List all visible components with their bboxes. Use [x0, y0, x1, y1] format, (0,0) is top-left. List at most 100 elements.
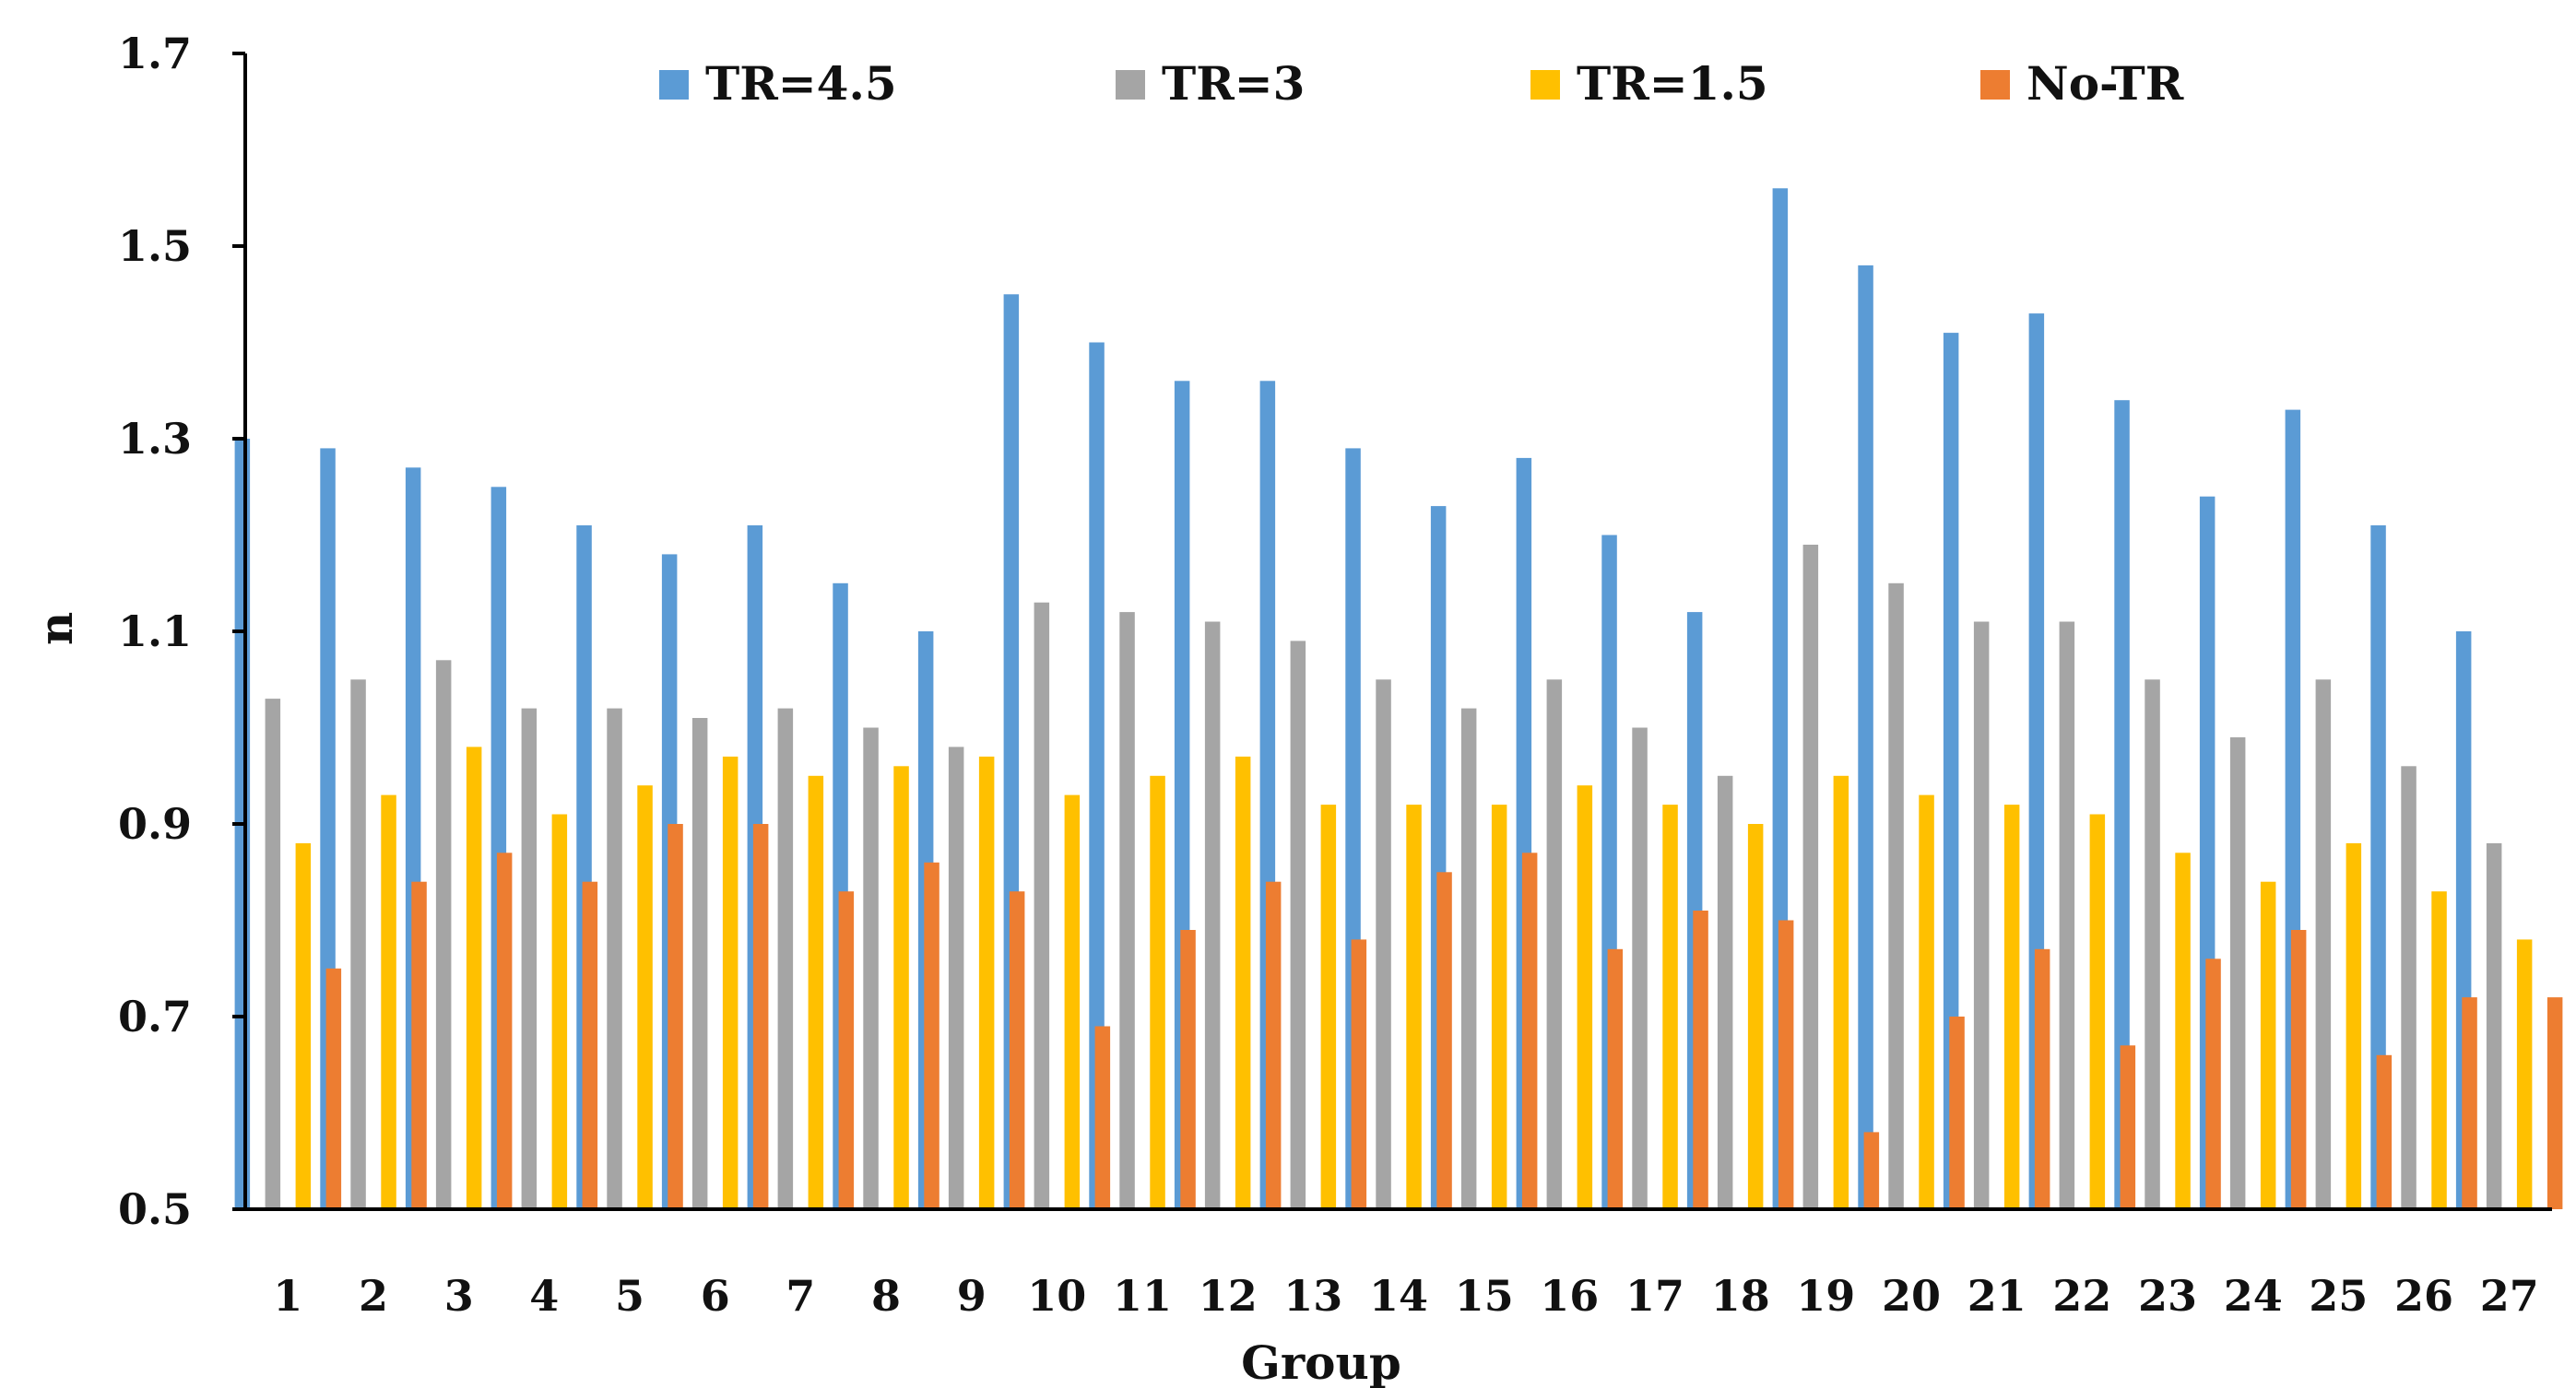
legend-label: TR=3 — [1162, 56, 1305, 111]
y-tick-label: 0.5 — [118, 1184, 192, 1234]
bars-layer — [234, 188, 2563, 1210]
bar-tr-1-5-group-20 — [1919, 794, 1934, 1209]
x-tick-label: 15 — [1455, 1271, 1514, 1321]
bar-tr-3-group-2 — [350, 679, 366, 1210]
bar-tr-3-group-19 — [1802, 545, 1819, 1209]
x-tick-label: 11 — [1113, 1271, 1172, 1321]
bar-tr-1-5-group-7 — [808, 775, 824, 1210]
bar-tr-3-group-26 — [2401, 766, 2416, 1209]
bar-tr-4-5-group-21 — [1943, 333, 1959, 1210]
ticks-layer: 0.50.70.91.11.31.51.71 2 3 4 5 6 7 8 9 10 11 12 13 14… — [118, 29, 2539, 1321]
y-tick-label: 0.7 — [118, 992, 192, 1041]
x-tick-label: 22 — [2052, 1271, 2111, 1321]
bar-tr-3-group-9 — [948, 747, 964, 1209]
bar-no-tr-group-25 — [2376, 1054, 2393, 1209]
x-tick-label: 23 — [2138, 1271, 2197, 1321]
bar-tr-3-group-1 — [265, 699, 281, 1209]
bar-tr-3-group-27 — [2486, 842, 2502, 1209]
bar-tr-3-group-21 — [1973, 621, 1990, 1209]
bar-tr-3-group-3 — [435, 660, 452, 1209]
bar-tr-1-5-group-19 — [1833, 775, 1849, 1210]
y-tick-label: 0.9 — [118, 799, 192, 849]
x-tick-label: 24 — [2224, 1271, 2283, 1321]
bar-no-tr-group-1 — [325, 968, 342, 1210]
bar-tr-3-group-8 — [863, 727, 879, 1209]
x-tick-label: 25 — [2309, 1271, 2368, 1321]
bar-no-tr-group-6 — [752, 824, 769, 1209]
bar-tr-1-5-group-3 — [466, 747, 482, 1209]
bar-tr-1-5-group-6 — [722, 756, 739, 1209]
x-tick-label: 26 — [2394, 1271, 2453, 1321]
y-tick-label: 1.7 — [118, 29, 192, 78]
bar-tr-1-5-group-25 — [2346, 842, 2362, 1209]
bar-no-tr-group-5 — [668, 824, 683, 1209]
bar-tr-4-5-group-11 — [1089, 342, 1105, 1209]
x-tick-label: 14 — [1369, 1271, 1428, 1321]
bar-no-tr-group-16 — [1607, 948, 1624, 1209]
x-tick-label: 10 — [1027, 1271, 1086, 1321]
bar-tr-1-5-group-13 — [1320, 805, 1337, 1209]
bar-tr-4-5-group-20 — [1858, 265, 1873, 1209]
x-tick-label: 8 — [871, 1271, 901, 1321]
bar-tr-3-group-15 — [1460, 708, 1477, 1209]
bar-tr-1-5-group-22 — [2089, 814, 2106, 1209]
x-tick-label: 17 — [1625, 1271, 1684, 1321]
x-tick-label: 20 — [1882, 1271, 1941, 1321]
bar-tr-1-5-group-18 — [1747, 824, 1764, 1209]
bar-no-tr-group-27 — [2546, 997, 2563, 1209]
y-tick-label: 1.1 — [118, 606, 192, 656]
bar-tr-3-group-22 — [2059, 621, 2075, 1209]
x-tick-label: 4 — [529, 1271, 559, 1321]
x-tick-label: 13 — [1283, 1271, 1342, 1321]
bar-tr-3-group-4 — [521, 708, 538, 1209]
x-tick-label: 1 — [273, 1271, 302, 1321]
bar-tr-1-5-group-23 — [2175, 853, 2191, 1209]
bar-tr-3-group-24 — [2229, 737, 2246, 1209]
bar-tr-3-group-7 — [777, 708, 794, 1209]
bar-tr-3-group-5 — [607, 708, 622, 1209]
bar-tr-1-5-group-10 — [1064, 794, 1081, 1209]
bar-no-tr-group-9 — [1009, 891, 1025, 1209]
bar-no-tr-group-7 — [838, 891, 855, 1209]
bar-tr-1-5-group-1 — [295, 842, 312, 1209]
bar-no-tr-group-24 — [2290, 930, 2307, 1209]
y-tick-label: 1.5 — [118, 221, 192, 271]
bar-no-tr-group-8 — [924, 862, 939, 1209]
bar-tr-3-group-23 — [2145, 679, 2160, 1210]
bar-tr-3-group-6 — [691, 718, 708, 1209]
x-tick-label: 9 — [957, 1271, 987, 1321]
x-tick-label: 7 — [786, 1271, 815, 1321]
bar-tr-3-group-25 — [2315, 679, 2332, 1210]
bar-tr-1-5-group-16 — [1577, 785, 1593, 1209]
legend-swatch-tr-3 — [1116, 70, 1145, 100]
bar-tr-1-5-group-24 — [2260, 881, 2276, 1209]
bar-no-tr-group-10 — [1094, 1026, 1111, 1209]
x-tick-label: 16 — [1540, 1271, 1599, 1321]
bar-no-tr-group-17 — [1693, 911, 1708, 1209]
bar-no-tr-group-21 — [2034, 948, 2050, 1209]
legend-label: TR=1.5 — [1577, 56, 1768, 111]
bar-no-tr-group-18 — [1778, 920, 1794, 1209]
bar-no-tr-group-23 — [2205, 959, 2221, 1209]
x-tick-label: 5 — [615, 1271, 644, 1321]
legend-swatch-tr-4-5 — [659, 70, 689, 100]
legend-swatch-tr-1-5 — [1530, 70, 1560, 100]
bar-tr-4-5-group-23 — [2114, 400, 2130, 1209]
x-tick-label: 12 — [1199, 1271, 1258, 1321]
bar-no-tr-group-13 — [1351, 939, 1367, 1209]
bar-tr-1-5-group-5 — [637, 785, 653, 1209]
bar-tr-1-5-group-8 — [893, 766, 909, 1209]
bar-tr-1-5-group-26 — [2431, 891, 2447, 1209]
bar-no-tr-group-3 — [496, 853, 513, 1209]
bar-tr-3-group-10 — [1034, 602, 1050, 1209]
bar-no-tr-group-4 — [582, 881, 598, 1209]
bar-tr-1-5-group-17 — [1662, 805, 1678, 1209]
bar-no-tr-group-22 — [2120, 1045, 2136, 1209]
x-tick-label: 6 — [701, 1271, 730, 1321]
bar-tr-3-group-11 — [1119, 612, 1135, 1209]
legend-swatch-no-tr — [1980, 70, 2010, 100]
bar-tr-3-group-17 — [1632, 727, 1648, 1209]
bar-tr-1-5-group-14 — [1406, 805, 1422, 1209]
y-axis-title: n — [29, 612, 83, 645]
